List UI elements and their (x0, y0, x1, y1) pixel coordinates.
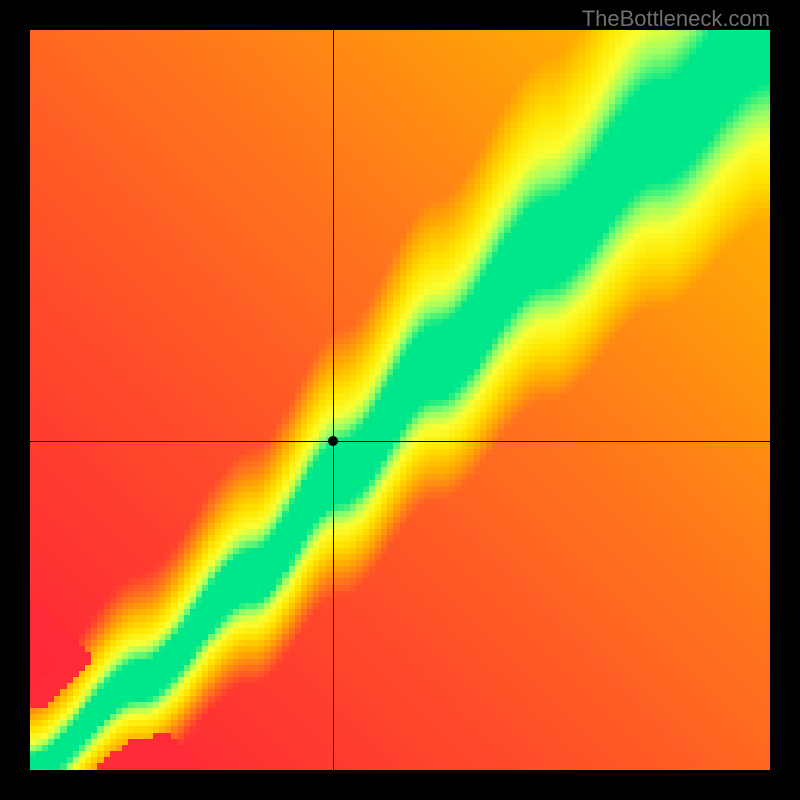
watermark-text: TheBottleneck.com (582, 6, 770, 32)
plot-area (30, 30, 770, 770)
crosshair-vertical (333, 30, 334, 770)
crosshair-horizontal (30, 441, 770, 442)
bottleneck-heatmap (30, 30, 770, 770)
crosshair-marker (328, 436, 338, 446)
